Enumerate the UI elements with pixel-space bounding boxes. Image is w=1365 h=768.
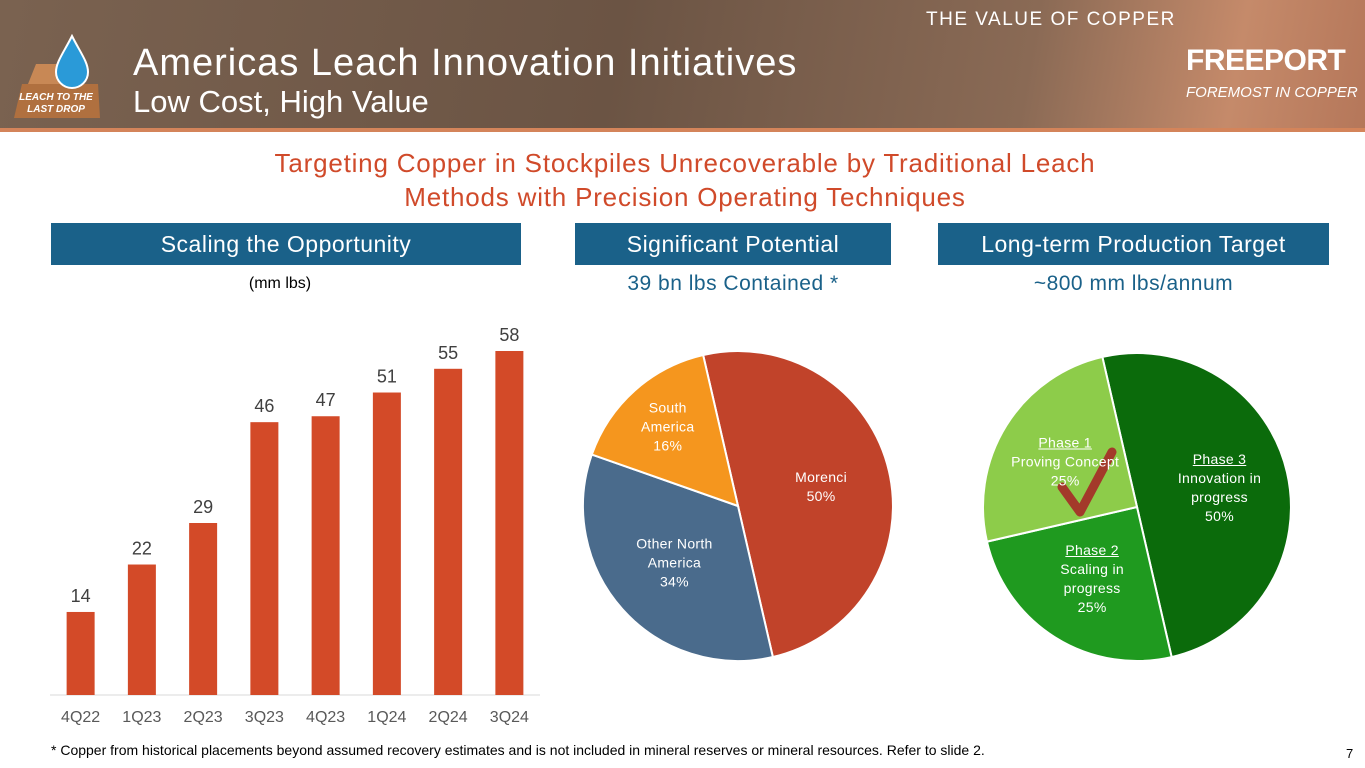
- slice-value: 16%: [653, 437, 683, 454]
- section-header: Scaling the Opportunity: [51, 223, 521, 265]
- checkmark: [1057, 447, 1117, 517]
- slice-label: Phase 2 Scaling in progress 25%: [1037, 541, 1147, 617]
- slice-label: Morenci 50%: [776, 468, 866, 506]
- x-tick-label: 3Q23: [245, 709, 284, 726]
- bar: [66, 611, 95, 695]
- slice-label: Other North America 34%: [629, 534, 719, 591]
- x-tick-label: 1Q23: [122, 709, 161, 726]
- section-header: Significant Potential: [575, 223, 891, 265]
- x-tick-label: 4Q22: [61, 709, 100, 726]
- slice-name: Phase 1: [1038, 434, 1092, 451]
- page-number: 7: [1346, 746, 1354, 761]
- data-label: 22: [132, 539, 152, 559]
- slice-name: South America: [641, 399, 695, 435]
- slice-value: 25%: [1050, 472, 1080, 489]
- headline: Targeting Copper in Stockpiles Unrecover…: [274, 148, 1096, 212]
- slice-value: 25%: [1077, 598, 1107, 615]
- data-label: 51: [377, 367, 397, 387]
- slice-name: Morenci: [795, 468, 848, 485]
- chart-title: 39 bn lbs Contained *: [627, 272, 839, 295]
- x-tick-label: 1Q24: [367, 709, 406, 726]
- slice-name: Phase 3: [1192, 450, 1247, 467]
- pie-slice: [701, 350, 894, 659]
- pie-slice: [582, 453, 775, 662]
- logo-icon: [14, 34, 100, 118]
- logo-text: LEACH TO THE LAST DROP: [19, 92, 93, 115]
- subtitle: Low Cost, High Value: [133, 84, 429, 119]
- data-label: 47: [316, 390, 336, 410]
- bar: [250, 422, 279, 695]
- chart-title: ~800 mm lbs/annum: [1033, 272, 1234, 295]
- x-tick-label: 2Q23: [184, 709, 223, 726]
- slice-value: 50%: [1205, 507, 1234, 524]
- bar: [495, 351, 524, 695]
- bar: [311, 416, 340, 695]
- pie-slice: [590, 353, 740, 508]
- slice-label: Phase 1 Proving Concept 25%: [1010, 434, 1120, 491]
- bar: [372, 392, 401, 695]
- footnote: * Copper from historical placements beyo…: [51, 742, 985, 758]
- slice-value: 50%: [806, 487, 836, 504]
- slice-description: Scaling in progress: [1060, 560, 1124, 596]
- data-label: 46: [254, 396, 274, 416]
- slice-description: Innovation in progress: [1177, 469, 1262, 505]
- bar: [189, 523, 218, 695]
- section-header: Long-term Production Target: [938, 223, 1329, 265]
- data-label: 58: [499, 325, 519, 345]
- slice-description: Proving Concept: [1011, 453, 1120, 470]
- tagline: THE VALUE OF COPPER: [926, 9, 1176, 30]
- pie-slice: [985, 505, 1173, 662]
- slice-name: Other North America: [636, 535, 713, 571]
- slice-value: 34%: [659, 573, 689, 590]
- pie-slice: [982, 355, 1139, 543]
- x-tick-label: 4Q23: [306, 709, 345, 726]
- x-tick-label: 2Q24: [429, 709, 468, 726]
- data-label: 14: [71, 586, 91, 606]
- pie-slice: [1101, 352, 1292, 659]
- data-label: 29: [193, 497, 213, 517]
- header-band: [0, 0, 1365, 132]
- slice-name: Phase 2: [1065, 541, 1119, 558]
- unit-label: (mm lbs): [248, 275, 312, 292]
- bar: [127, 564, 156, 695]
- x-tick-label: 3Q24: [490, 709, 529, 726]
- slice-label: South America 16%: [623, 399, 713, 456]
- brand-tagline: FOREMOST IN COPPER: [1186, 84, 1358, 101]
- title: Americas Leach Innovation Initiatives: [133, 42, 798, 84]
- bar: [434, 368, 463, 695]
- slice-label: Phase 3 Innovation in progress 50%: [1165, 450, 1275, 526]
- brand: FREEPORT: [1186, 44, 1346, 77]
- data-label: 55: [438, 343, 458, 363]
